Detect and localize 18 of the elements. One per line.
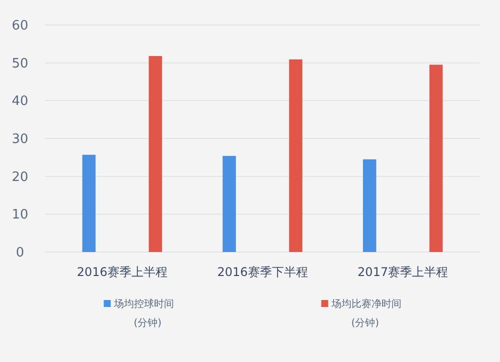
bar <box>82 154 96 252</box>
x-tick-label: 2016赛季上半程 <box>76 265 168 279</box>
legend-label: 场均比赛净时间 (分钟) <box>330 298 402 329</box>
bar <box>289 59 302 252</box>
bar <box>222 156 236 252</box>
y-tick-label: 50 <box>12 56 28 72</box>
bar <box>429 64 443 252</box>
y-tick-label: 40 <box>12 94 28 110</box>
y-tick-label: 0 <box>16 246 24 261</box>
y-tick-label: 10 <box>12 208 28 223</box>
legend-label: 场均控球时间 (分钟) <box>112 298 174 329</box>
x-tick-label: 2016赛季下半程 <box>217 265 308 279</box>
bar <box>148 56 162 252</box>
y-tick-label: 60 <box>12 18 28 34</box>
y-tick-label: 20 <box>12 170 28 185</box>
bar <box>362 159 376 252</box>
y-tick-label: 30 <box>12 132 28 148</box>
x-tick-label: 2017赛季上半程 <box>358 265 448 279</box>
